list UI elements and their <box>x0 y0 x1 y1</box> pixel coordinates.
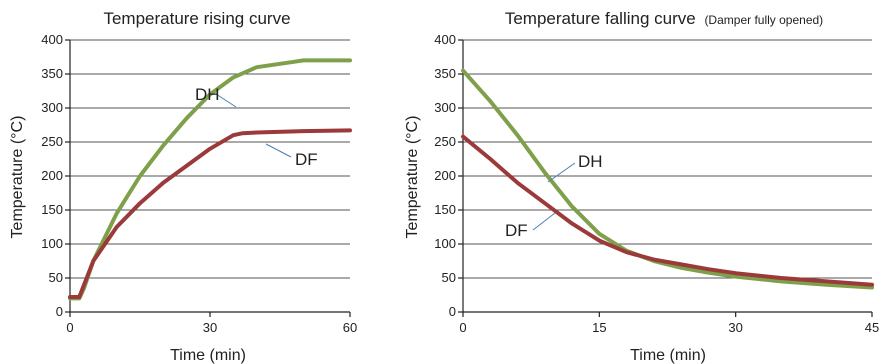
series-line-df <box>68 128 352 299</box>
series-label-df: DF <box>505 221 528 240</box>
series-label-leader <box>547 162 576 183</box>
chart-title-note: (Damper fully opened) <box>704 13 823 27</box>
y-tick-label: 350 <box>41 66 63 81</box>
x-tick-label: 60 <box>343 320 357 335</box>
series-label-leader <box>532 212 556 231</box>
y-tick-label: 300 <box>434 100 456 115</box>
falling-curve-chart: Temperature falling curve (Damper fully … <box>404 9 879 364</box>
x-tick-label: 0 <box>66 320 73 335</box>
chart-title: Temperature falling curve (Damper fully … <box>505 9 823 28</box>
series-label-leader <box>265 143 292 158</box>
rising-curve-chart: Temperature rising curve Time (min) Temp… <box>9 9 357 364</box>
x-tick-label: 0 <box>459 320 466 335</box>
chart-title-main: Temperature falling curve <box>505 9 696 28</box>
y-axis-label: Temperature (°C) <box>404 116 421 239</box>
y-axis-label: Temperature (°C) <box>9 116 26 239</box>
y-tick-label: 150 <box>434 202 456 217</box>
y-tick-label: 350 <box>434 66 456 81</box>
x-tick-label: 15 <box>592 320 606 335</box>
y-tick-label: 50 <box>442 270 456 285</box>
y-tick-label: 250 <box>434 134 456 149</box>
x-tick-label: 30 <box>728 320 742 335</box>
y-tick-label: 100 <box>41 236 63 251</box>
series-label-leader <box>215 93 237 108</box>
x-tick-label: 30 <box>203 320 217 335</box>
y-tick-label: 200 <box>41 168 63 183</box>
chart-title: Temperature rising curve <box>103 9 290 28</box>
series-line-dh <box>461 68 874 290</box>
y-tick-label: 400 <box>41 32 63 47</box>
y-tick-label: 300 <box>41 100 63 115</box>
x-axis-label: Time (min) <box>630 347 706 364</box>
series-label-df: DF <box>295 150 318 169</box>
series-line-df <box>461 134 874 287</box>
y-tick-label: 0 <box>56 304 63 319</box>
x-axis-label: Time (min) <box>170 347 246 364</box>
y-tick-label: 250 <box>41 134 63 149</box>
y-tick-label: 200 <box>434 168 456 183</box>
y-tick-label: 150 <box>41 202 63 217</box>
series-label-dh: DH <box>578 152 603 171</box>
y-tick-label: 400 <box>434 32 456 47</box>
x-tick-label: 45 <box>865 320 879 335</box>
y-tick-label: 0 <box>449 304 456 319</box>
y-tick-label: 100 <box>434 236 456 251</box>
y-tick-label: 50 <box>49 270 63 285</box>
series-label-dh: DH <box>195 85 220 104</box>
